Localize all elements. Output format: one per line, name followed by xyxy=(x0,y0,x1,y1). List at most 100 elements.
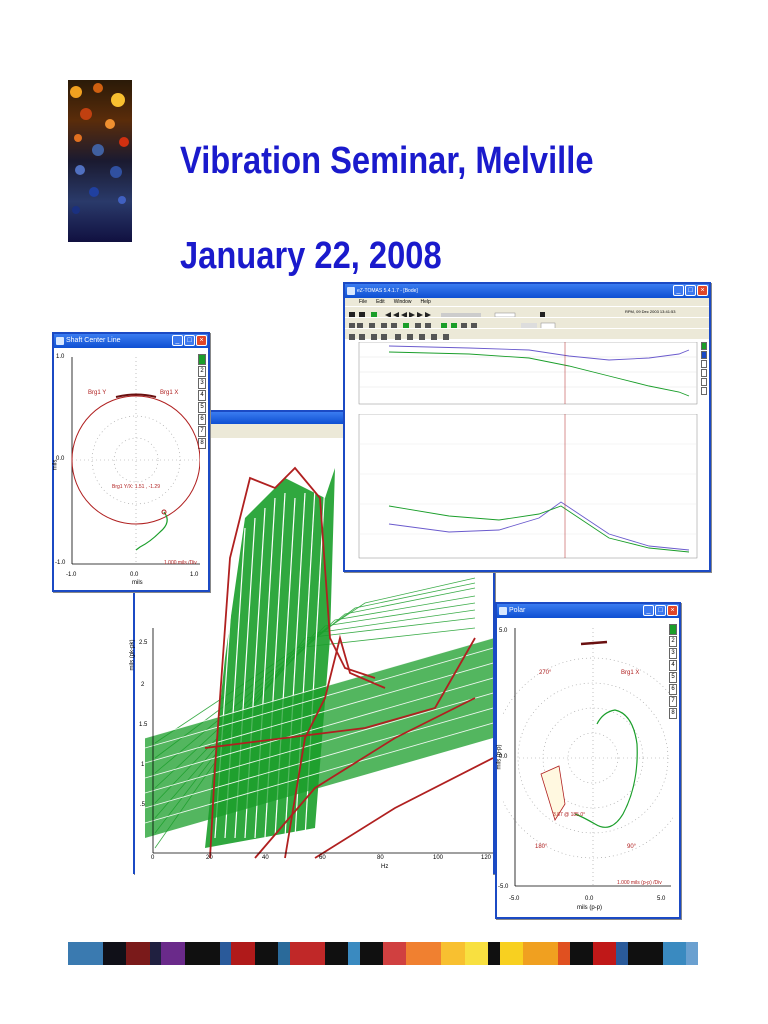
shaft-label-brg1x: Brg1 X xyxy=(160,390,179,396)
polar-y-tick: -5.0 xyxy=(498,884,509,890)
stripe-segment xyxy=(231,942,255,965)
stripe-segment xyxy=(126,942,150,965)
waterfall-y-tick: 2.5 xyxy=(139,640,148,646)
toolbar-row-1: RPM, 09 Dec 2003 13:41:53 xyxy=(345,306,709,320)
polar-x-tick: -5.0 xyxy=(509,896,520,902)
waterfall-x-tick: 80 xyxy=(377,855,384,861)
shaft-window-title: Shaft Center Line xyxy=(66,337,121,344)
shaft-label-brg1y: Brg1 Y xyxy=(88,390,107,396)
bode-window-title: eZ-TOMAS 5.4.1.7 - [Bode] xyxy=(357,288,418,294)
menu-window[interactable]: Window xyxy=(393,299,412,305)
stripe-segment xyxy=(347,942,360,965)
waterfall-x-tick: 60 xyxy=(319,855,326,861)
stripe-segment xyxy=(487,942,500,965)
bode-tab[interactable] xyxy=(701,378,707,386)
slide-title: Vibration Seminar, Melville xyxy=(180,140,594,182)
shaft-tab[interactable]: 7 xyxy=(198,426,206,437)
app-icon xyxy=(499,607,507,615)
polar-tab[interactable]: 6 xyxy=(669,684,677,695)
polar-titlebar[interactable]: Polar _ □ × xyxy=(497,604,679,618)
polar-y-label: mils (p-p) xyxy=(496,744,503,770)
stripe-segment xyxy=(686,942,698,965)
maximize-button[interactable]: □ xyxy=(655,605,666,616)
minimize-button[interactable]: _ xyxy=(643,605,654,616)
waterfall-x-tick: 40 xyxy=(262,855,269,861)
bode-tab[interactable] xyxy=(701,369,707,377)
waterfall-y-tick: .5 xyxy=(140,802,146,808)
shaft-tab[interactable]: 4 xyxy=(198,390,206,401)
stripe-segment xyxy=(359,942,383,965)
menu-edit[interactable]: Edit xyxy=(376,299,385,305)
stripe-segment xyxy=(149,942,162,965)
shaft-tab[interactable]: 8 xyxy=(198,438,206,449)
waterfall-x-tick: 100 xyxy=(433,855,444,861)
bode-tab[interactable] xyxy=(701,351,707,359)
shaft-x-label: mils xyxy=(132,580,143,586)
shaft-y-tick: 0.0 xyxy=(56,456,65,462)
shaft-titlebar[interactable]: Shaft Center Line _ □ × xyxy=(54,334,208,348)
shaft-tab[interactable]: 6 xyxy=(198,414,206,425)
status-readout: RPM, 09 Dec 2003 13:41:53 xyxy=(625,309,676,314)
bode-tab-active[interactable] xyxy=(701,342,707,350)
stripe-segment xyxy=(277,942,290,965)
polar-tab-strip: 2 3 4 5 6 7 8 xyxy=(669,624,677,720)
playback-controls-icon[interactable] xyxy=(345,310,709,320)
polar-y-tick: 0.0 xyxy=(499,754,508,760)
polar-tab[interactable]: 7 xyxy=(669,696,677,707)
waterfall-x-tick: 20 xyxy=(206,855,213,861)
polar-window-title: Polar xyxy=(509,607,526,614)
close-button[interactable]: × xyxy=(196,335,207,346)
polar-tab[interactable]: 2 xyxy=(669,636,677,647)
maximize-button[interactable]: □ xyxy=(184,335,195,346)
stripe-segment xyxy=(382,942,407,965)
close-button[interactable]: × xyxy=(697,285,708,296)
polar-tab-active[interactable] xyxy=(669,624,677,635)
shaft-marker-readout: Brg1 Y/X: 1.51 , -1.29 xyxy=(112,484,160,490)
toolbar-row-2 xyxy=(345,317,709,331)
polar-tab[interactable]: 5 xyxy=(669,672,677,683)
bode-titlebar[interactable]: eZ-TOMAS 5.4.1.7 - [Bode] _ □ × xyxy=(345,284,709,298)
menu-file[interactable]: File xyxy=(359,299,368,305)
polar-x-label: mils (p-p) xyxy=(577,905,602,911)
waterfall-x-tick: 120 xyxy=(481,855,492,861)
stripe-segment xyxy=(627,942,663,965)
polar-tab[interactable]: 4 xyxy=(669,660,677,671)
bode-tab[interactable] xyxy=(701,360,707,368)
maximize-button[interactable]: □ xyxy=(685,285,696,296)
minimize-button[interactable]: _ xyxy=(673,285,684,296)
minimize-button[interactable]: _ xyxy=(172,335,183,346)
polar-y-tick: 5.0 xyxy=(499,628,508,634)
shaft-tab[interactable]: 5 xyxy=(198,402,206,413)
shaft-x-tick: 0.0 xyxy=(130,572,139,578)
shaft-tab-active[interactable] xyxy=(198,354,206,365)
stripe-segment xyxy=(324,942,348,965)
close-button[interactable]: × xyxy=(667,605,678,616)
waterfall-y-tick: 1.5 xyxy=(139,722,148,728)
toolbar-icons[interactable] xyxy=(345,321,709,331)
stripe-segment xyxy=(464,942,488,965)
slide-date: January 22, 2008 xyxy=(180,235,442,277)
shaft-x-tick: -1.0 xyxy=(66,572,77,578)
shaft-tab[interactable]: 2 xyxy=(198,366,206,377)
stripe-segment xyxy=(569,942,593,965)
waterfall-y-label: mils (pk-pk) xyxy=(129,639,136,671)
menu-help[interactable]: Help xyxy=(420,299,431,305)
polar-tab[interactable]: 3 xyxy=(669,648,677,659)
bode-tab-strip xyxy=(701,342,707,396)
shaft-tab-strip: 2 3 4 5 6 7 8 xyxy=(198,354,206,450)
stripe-segment xyxy=(557,942,570,965)
polar-angle-90: 90° xyxy=(627,844,637,850)
polar-x-tick: 5.0 xyxy=(657,896,666,902)
stripe-segment xyxy=(592,942,617,965)
stripe-segment xyxy=(254,942,278,965)
stripe-segment xyxy=(441,942,465,965)
bode-tab[interactable] xyxy=(701,387,707,395)
shaft-tab[interactable]: 3 xyxy=(198,378,206,389)
stripe-segment xyxy=(161,942,185,965)
polar-tab[interactable]: 8 xyxy=(669,708,677,719)
waterfall-x-label: Hz xyxy=(381,864,389,870)
shaft-scale: 1.000 mils /Div xyxy=(164,560,197,566)
bode-main-window: eZ-TOMAS 5.4.1.7 - [Bode] _ □ × File Edi… xyxy=(343,282,711,572)
toolbar-icons[interactable] xyxy=(345,332,709,342)
stripe-segment xyxy=(103,942,127,965)
